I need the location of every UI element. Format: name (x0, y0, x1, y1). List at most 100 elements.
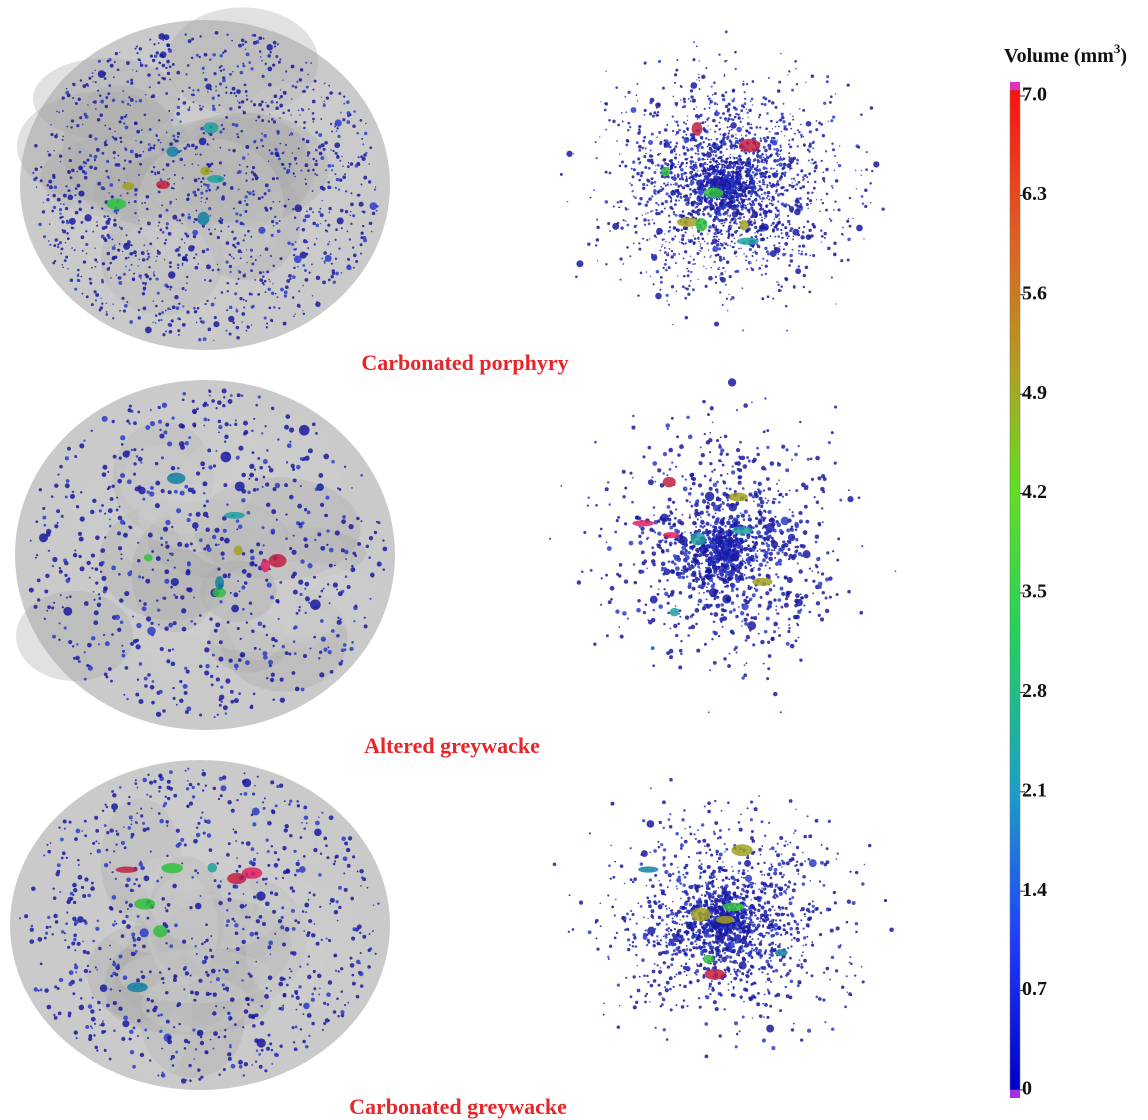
pore (622, 121, 624, 123)
pore (705, 175, 708, 178)
pore (262, 145, 264, 147)
pore (293, 590, 298, 595)
pore (648, 197, 652, 201)
pore (788, 152, 790, 154)
pore (219, 694, 224, 699)
pore (199, 138, 207, 146)
pore (64, 574, 67, 577)
pore (756, 178, 757, 179)
pore (685, 316, 688, 319)
pore (56, 133, 58, 135)
pore (214, 316, 217, 319)
pore (733, 297, 734, 298)
pore (590, 197, 592, 199)
pore (242, 63, 244, 65)
pore (638, 179, 641, 182)
pore (315, 149, 318, 152)
pore (770, 235, 772, 237)
pore (149, 39, 151, 41)
pore (63, 558, 67, 562)
pore (313, 636, 316, 639)
pore (777, 281, 778, 282)
pore (665, 200, 669, 204)
pore (763, 158, 766, 161)
pore (183, 101, 187, 105)
pore (95, 567, 99, 571)
pore (297, 227, 299, 229)
pore (769, 175, 771, 177)
pore (735, 223, 737, 225)
pore (117, 163, 121, 167)
pore (735, 190, 737, 192)
pore (789, 210, 791, 212)
large-pore (144, 554, 153, 561)
pore (320, 223, 321, 224)
pore (116, 509, 119, 512)
pore (150, 409, 152, 411)
pore (165, 520, 170, 525)
pore (708, 230, 711, 233)
pore (197, 307, 200, 310)
pore (186, 569, 190, 573)
pore (179, 423, 184, 428)
pore (62, 139, 64, 141)
pore (676, 142, 679, 145)
pore (771, 101, 775, 105)
pore (312, 112, 315, 115)
pore (212, 107, 216, 111)
pore (350, 211, 351, 212)
pore (75, 102, 78, 105)
pore (215, 85, 217, 87)
pore (118, 546, 122, 550)
pore (177, 264, 180, 267)
pore (60, 203, 62, 205)
pore (678, 129, 681, 132)
pore (244, 210, 247, 213)
pore (719, 275, 720, 276)
pore (637, 132, 640, 135)
pore (678, 665, 682, 669)
pore (762, 558, 766, 562)
pore (736, 161, 739, 164)
pore (214, 716, 216, 718)
pore (302, 264, 305, 267)
pore (609, 172, 612, 175)
pore (212, 138, 214, 140)
pore (60, 161, 61, 162)
pore (718, 247, 721, 250)
pore (318, 473, 323, 478)
pore (369, 536, 373, 540)
pore (671, 237, 674, 240)
pore (220, 537, 224, 541)
pore (684, 297, 687, 300)
pore (658, 131, 661, 134)
pore (637, 294, 639, 296)
pore (262, 625, 265, 628)
pore (303, 127, 305, 129)
pore (809, 199, 812, 202)
pore (162, 403, 167, 408)
pore (728, 294, 729, 295)
pore (670, 255, 673, 258)
pore (296, 163, 298, 165)
pore (355, 260, 358, 263)
pore (119, 243, 121, 245)
pore (663, 238, 665, 240)
pore (153, 271, 154, 272)
pore (250, 613, 253, 616)
pore (703, 185, 706, 188)
pore (705, 130, 708, 133)
pore (130, 82, 133, 85)
pore (685, 134, 687, 136)
pore (780, 149, 782, 151)
pore (643, 218, 646, 221)
pore (703, 215, 704, 216)
pore (83, 260, 86, 263)
pore (719, 174, 720, 175)
pore (650, 210, 652, 212)
pore (182, 177, 184, 179)
pore (363, 211, 366, 214)
pore (647, 219, 650, 222)
pore (697, 279, 698, 280)
pore (299, 78, 302, 81)
